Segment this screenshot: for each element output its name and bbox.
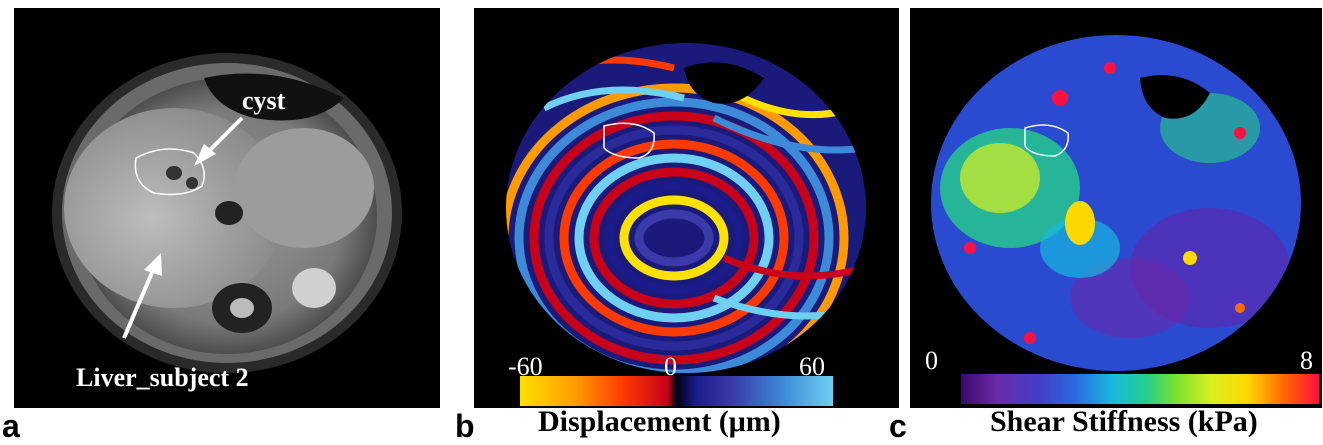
panel-letter-b: b <box>455 408 475 444</box>
displacement-max-tick: 60 <box>799 352 825 381</box>
stiffness-colorbar <box>961 374 1319 404</box>
stiffness-max-tick: 8 <box>1300 346 1313 375</box>
shear-stiffness-map-image <box>931 35 1301 371</box>
displacement-mid-tick: 0 <box>664 352 677 381</box>
displacement-caption: Displacement (μm) <box>538 405 781 438</box>
displacement-colorbar <box>520 376 833 406</box>
displacement-min-tick: -60 <box>508 352 543 381</box>
cyst-roi-outline-c <box>1024 124 1069 157</box>
liver-arrow <box>122 267 156 339</box>
liver-subject-label: Liver_subject 2 <box>76 363 249 392</box>
cyst-roi-outline-b <box>603 122 655 159</box>
cyst-label: cyst <box>242 86 286 115</box>
stiffness-min-tick: 0 <box>925 346 938 375</box>
displacement-map-panel <box>474 8 899 408</box>
mri-abdomen-image <box>52 53 402 373</box>
mri-image-panel: cyst Liver_subject 2 <box>14 8 440 408</box>
stiffness-map-panel <box>910 8 1322 408</box>
stiffness-caption: Shear Stiffness (kPa) <box>990 405 1258 438</box>
displacement-map-image <box>506 43 866 373</box>
panel-letter-c: c <box>889 408 907 444</box>
panel-letter-a: a <box>2 408 20 444</box>
cyst-roi-outline <box>134 148 205 196</box>
